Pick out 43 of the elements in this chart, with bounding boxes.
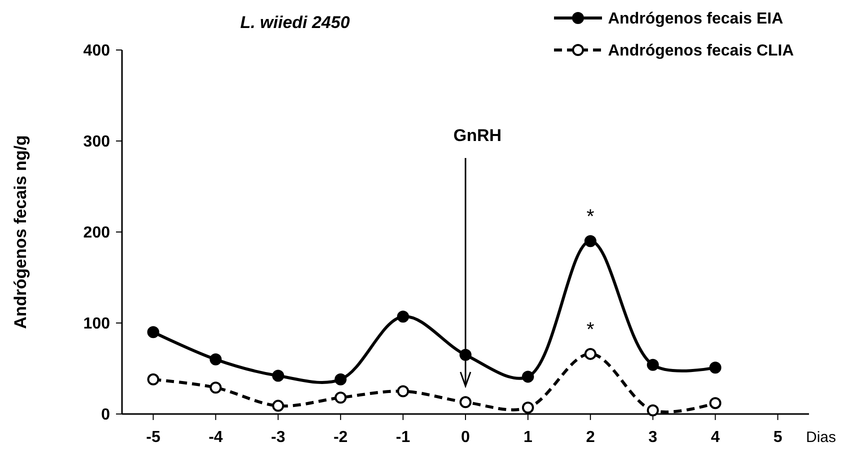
x-axis-title: Dias [806,429,836,446]
x-tick-label: -4 [208,429,223,446]
point [210,382,222,394]
x-tick-label: 2 [586,429,595,446]
x-tick-label: 0 [461,429,470,446]
x-tick-label: -2 [333,429,348,446]
point [646,404,659,416]
x-tick-label: -5 [146,429,160,446]
point [584,235,596,248]
x-tick-label: 5 [773,429,782,446]
y-tick-label: 100 [83,316,110,333]
chart-title: L. wiiedi 2450 [240,13,350,32]
annotation: * [586,206,595,228]
point [709,362,722,374]
legend-label: Andrógenos fecais CLIA [608,42,794,60]
point [334,373,347,386]
point [584,348,596,360]
point [522,370,534,383]
point [272,400,284,412]
point [646,358,659,371]
point [397,385,410,398]
y-tick-label: 0 [101,406,110,424]
x-tick-label: 3 [648,429,658,446]
x-tick-label: -1 [396,429,410,446]
x-tick-label: -3 [271,429,286,446]
point [522,402,534,414]
point [210,353,222,366]
point [272,370,284,382]
y-tick-label: 300 [83,134,110,151]
y-tick-label: 400 [83,42,110,60]
point [709,397,722,410]
annotation: * [586,318,595,341]
ref-line-label: GnRH [453,126,502,145]
x-tick-label: 1 [524,429,532,446]
point [334,392,347,404]
y-axis-title: Andrógenos fecais ng/g [11,135,30,329]
point [147,326,160,338]
point [460,396,472,408]
point [147,373,160,386]
y-tick-label: 200 [83,224,110,242]
x-tick-label: 4 [710,429,720,446]
legend-label: Andrógenos fecais EIA [608,10,784,28]
point [397,310,410,323]
